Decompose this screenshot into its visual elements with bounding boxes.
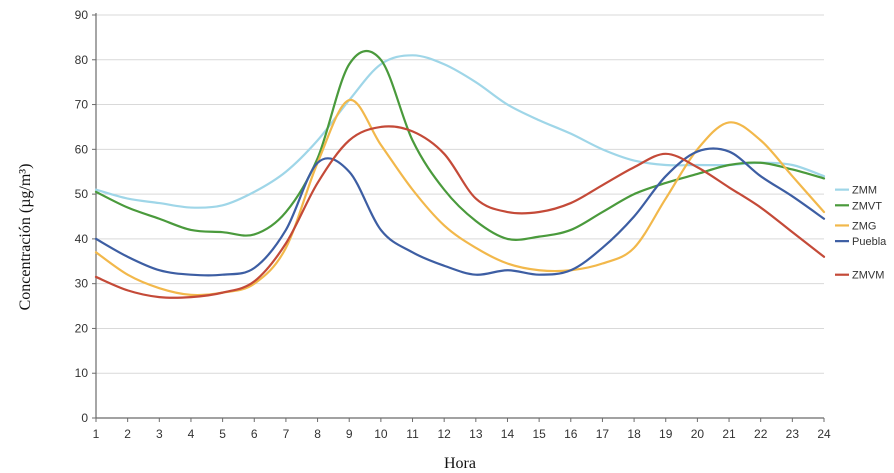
y-tick-label: 40 bbox=[75, 232, 89, 246]
y-tick-label: 90 bbox=[75, 8, 89, 22]
legend-label-zmvt: ZMVT bbox=[852, 200, 882, 212]
x-tick-label: 12 bbox=[437, 427, 451, 441]
x-tick-label: 11 bbox=[406, 427, 419, 441]
series-line-zmvt bbox=[94, 50, 826, 241]
legend-label-puebla: Puebla bbox=[852, 236, 887, 248]
x-tick-label: 7 bbox=[283, 427, 290, 441]
x-tick-label: 1 bbox=[93, 427, 100, 441]
y-tick-label: 20 bbox=[75, 321, 89, 335]
y-tick-label: 50 bbox=[75, 187, 89, 201]
x-tick-label: 8 bbox=[314, 427, 321, 441]
x-tick-label: 4 bbox=[188, 427, 195, 441]
legend-label-zmvm: ZMVM bbox=[852, 270, 884, 282]
series-line-zmm bbox=[94, 54, 826, 209]
x-tick-label: 24 bbox=[817, 427, 831, 441]
x-tick-label: 10 bbox=[374, 427, 388, 441]
legend-label-zmm: ZMM bbox=[852, 185, 877, 197]
x-tick-label: 6 bbox=[251, 427, 258, 441]
series-line-zmvm bbox=[94, 125, 826, 299]
series-lines bbox=[94, 50, 826, 299]
axes bbox=[92, 13, 825, 422]
x-tick-label: 20 bbox=[691, 427, 705, 441]
x-tick-label: 18 bbox=[627, 427, 641, 441]
y-tick-label: 70 bbox=[75, 98, 89, 112]
x-tick-label: 2 bbox=[124, 427, 131, 441]
series-line-puebla bbox=[94, 147, 826, 277]
x-axis-title: Hora bbox=[444, 455, 476, 472]
y-tick-label: 30 bbox=[75, 277, 89, 291]
x-tick-label: 9 bbox=[346, 427, 353, 441]
x-tick-label: 17 bbox=[596, 427, 610, 441]
x-tick-label: 3 bbox=[156, 427, 163, 441]
x-tick-label: 22 bbox=[754, 427, 768, 441]
y-tick-label: 10 bbox=[75, 366, 89, 380]
y-axis-title: Concentración (µg/m³) bbox=[17, 164, 34, 311]
x-tick-label: 19 bbox=[659, 427, 673, 441]
x-tick-label: 15 bbox=[532, 427, 546, 441]
y-tick-label: 80 bbox=[75, 53, 89, 67]
series-line-zmg bbox=[94, 98, 826, 297]
x-tick-label: 16 bbox=[564, 427, 578, 441]
y-tick-labels: 0 10 20 30 40 50 60 70 80 90 bbox=[75, 8, 89, 425]
x-tick-label: 13 bbox=[469, 427, 483, 441]
x-tick-labels: 1 2 3 4 5 6 7 8 9 10 11 12 13 14 15 16 17 18 19 20 21 22 23 24 bbox=[93, 427, 831, 441]
x-tick-label: 5 bbox=[219, 427, 226, 441]
x-tick-label: 21 bbox=[722, 427, 736, 441]
y-tick-label: 60 bbox=[75, 142, 89, 156]
legend-label-zmg: ZMG bbox=[852, 220, 876, 232]
y-tick-label: 0 bbox=[81, 411, 88, 425]
legend: ZMM ZMVT ZMG Puebla ZMVM bbox=[835, 185, 887, 282]
gridlines bbox=[96, 14, 824, 374]
x-tick-label: 14 bbox=[501, 427, 515, 441]
x-tick-label: 23 bbox=[786, 427, 800, 441]
